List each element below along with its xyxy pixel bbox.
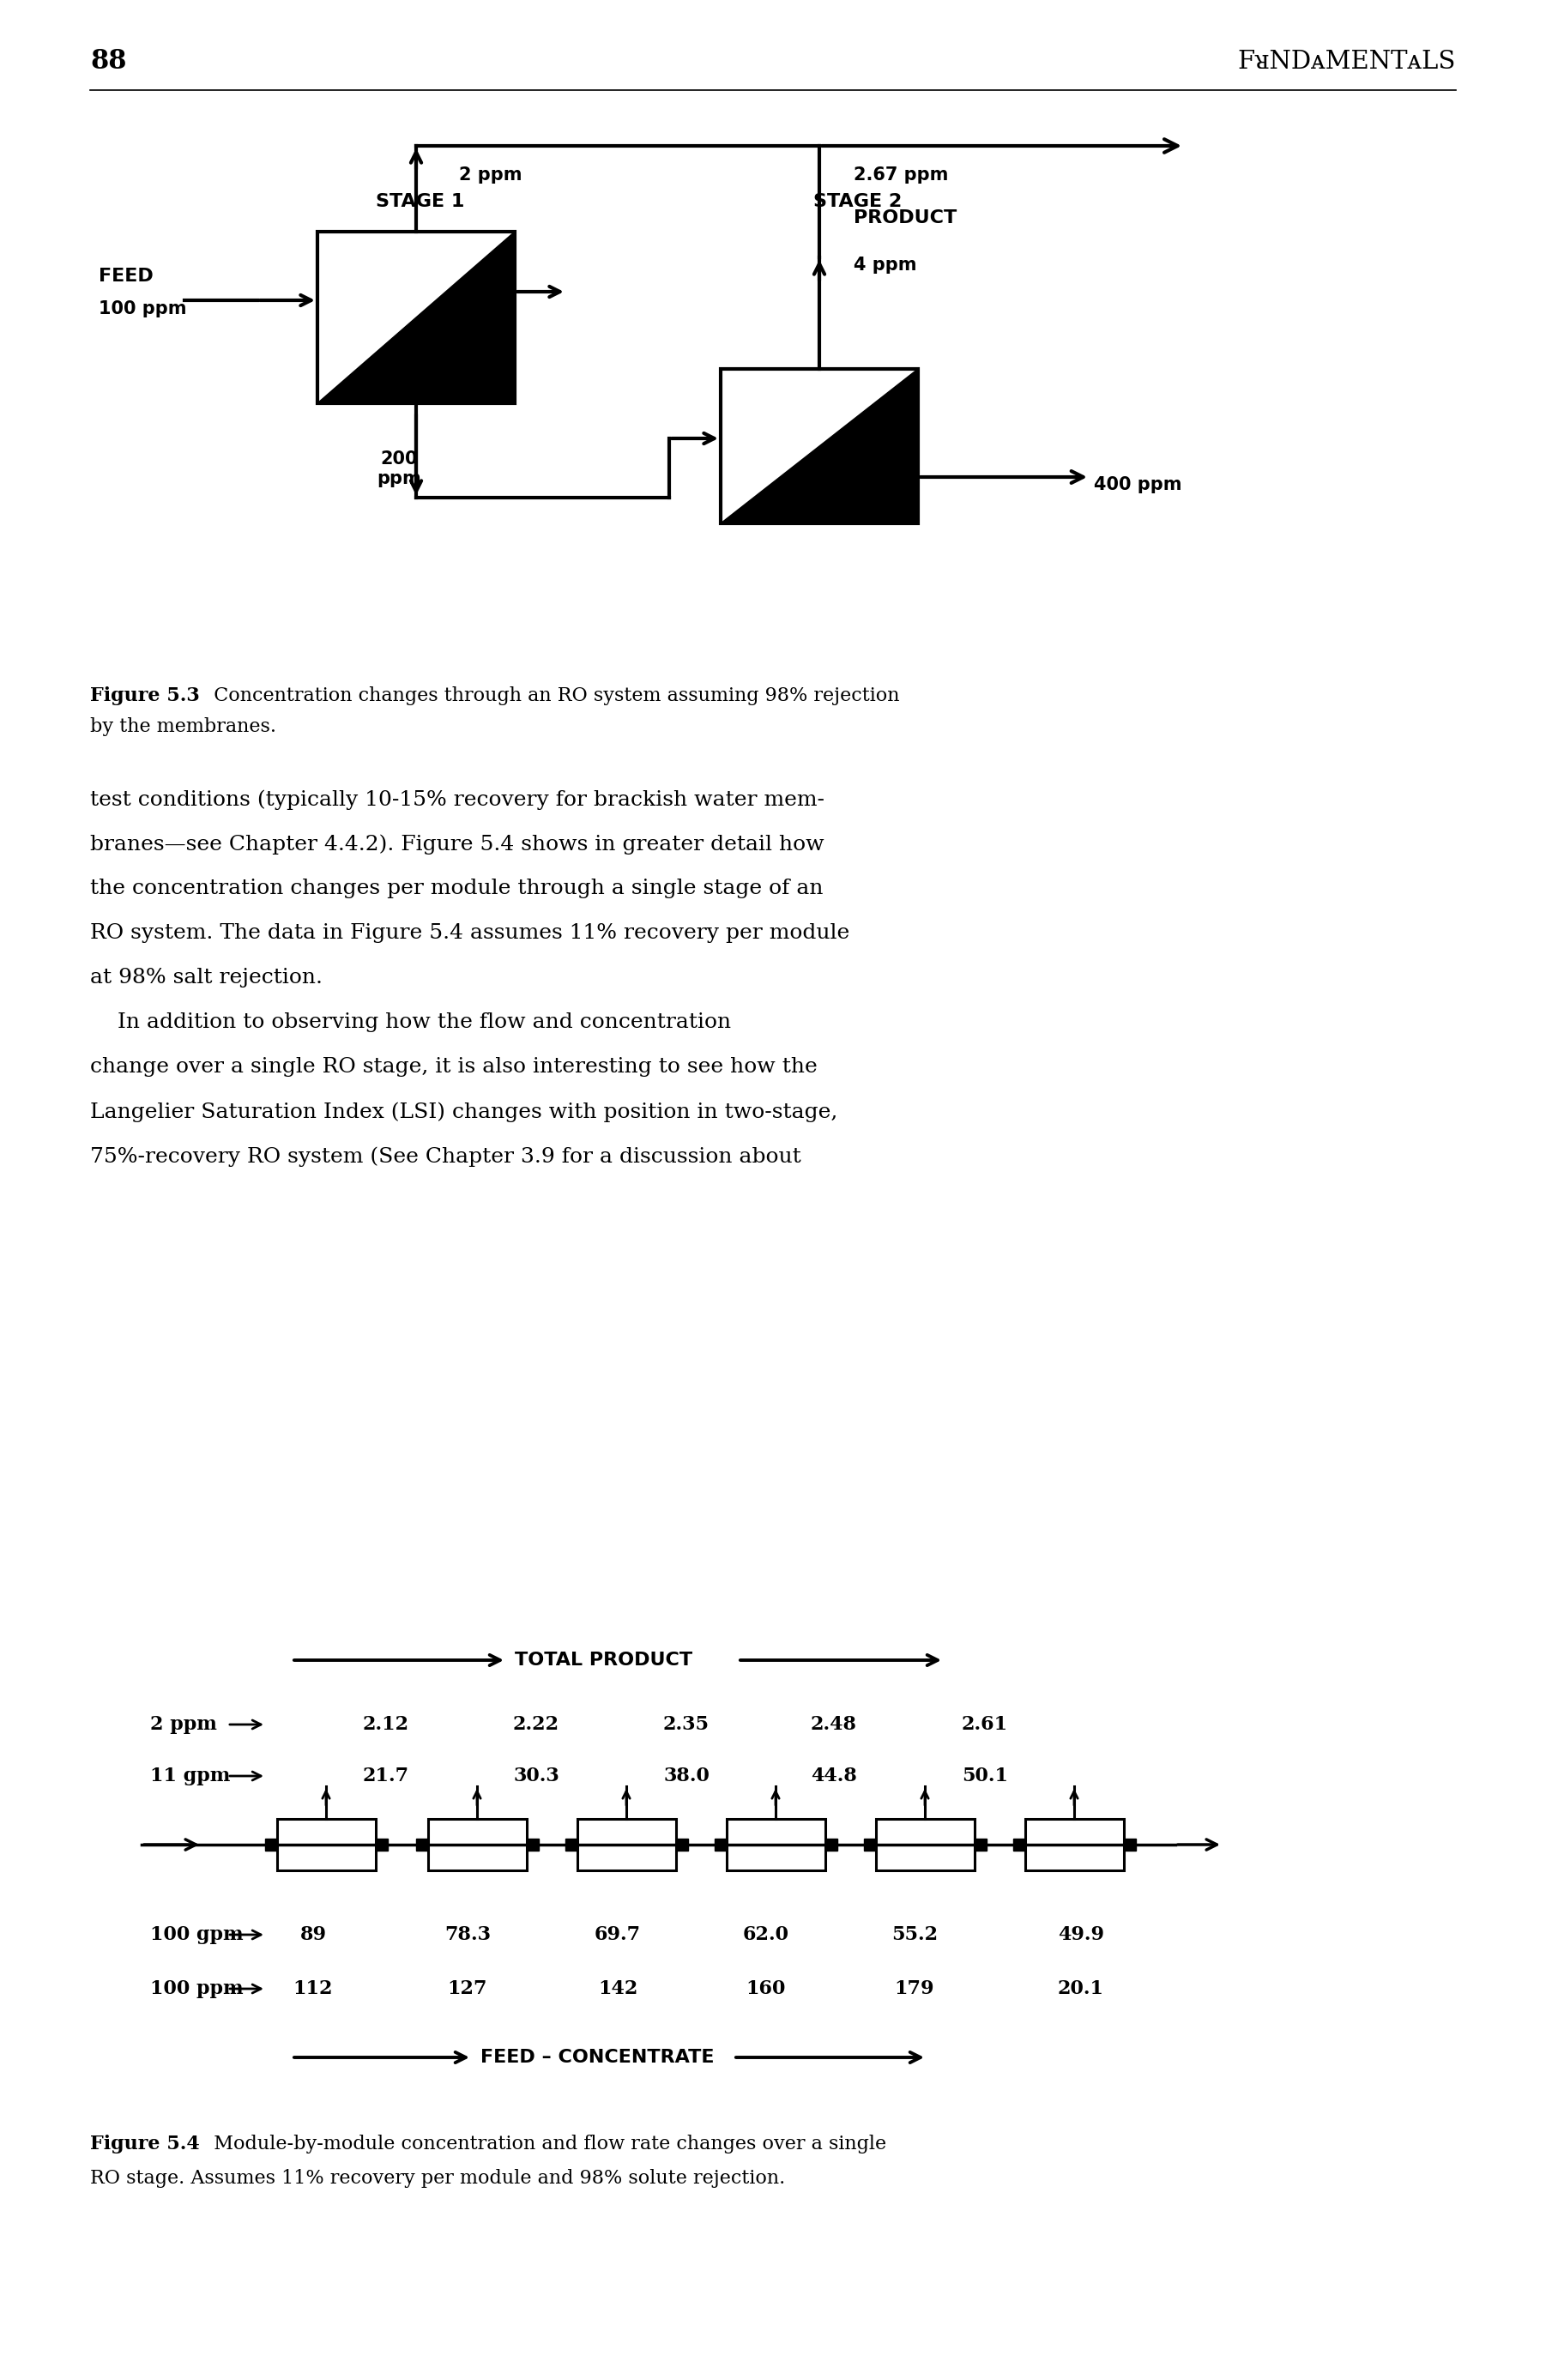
Text: 2.61: 2.61 bbox=[962, 1716, 1008, 1735]
Polygon shape bbox=[720, 369, 918, 524]
Text: 62.0: 62.0 bbox=[744, 1925, 790, 1944]
Text: 142: 142 bbox=[598, 1980, 637, 1999]
Bar bbox=[428, 1818, 526, 1871]
Text: In addition to observing how the flow and concentration: In addition to observing how the flow an… bbox=[90, 1012, 731, 1033]
Text: 200
ppm: 200 ppm bbox=[377, 450, 421, 488]
Bar bbox=[416, 1840, 428, 1852]
Text: PRODUCT: PRODUCT bbox=[853, 209, 957, 226]
Text: 78.3: 78.3 bbox=[444, 1925, 490, 1944]
Text: 2.22: 2.22 bbox=[513, 1716, 560, 1735]
Text: 2.48: 2.48 bbox=[810, 1716, 856, 1735]
Polygon shape bbox=[317, 231, 515, 402]
Bar bbox=[875, 1818, 974, 1871]
Text: Figure 5.4: Figure 5.4 bbox=[90, 2135, 199, 2154]
Bar bbox=[720, 369, 918, 524]
Text: 89: 89 bbox=[300, 1925, 326, 1944]
Text: 2.12: 2.12 bbox=[363, 1716, 410, 1735]
Bar bbox=[826, 1840, 836, 1852]
Bar bbox=[727, 1818, 826, 1871]
Text: STAGE 2: STAGE 2 bbox=[813, 193, 903, 209]
Text: 44.8: 44.8 bbox=[810, 1766, 856, 1785]
Text: branes—see Chapter 4.4.2). Figure 5.4 shows in greater detail how: branes—see Chapter 4.4.2). Figure 5.4 sh… bbox=[90, 833, 824, 854]
Text: 21.7: 21.7 bbox=[363, 1766, 410, 1785]
Text: FᴚNDᴀMENTᴀLS: FᴚNDᴀMENTᴀLS bbox=[1238, 50, 1456, 74]
Text: by the membranes.: by the membranes. bbox=[90, 716, 277, 735]
Text: RO system. The data in Figure 5.4 assumes 11% recovery per module: RO system. The data in Figure 5.4 assume… bbox=[90, 923, 850, 942]
Bar bbox=[526, 1840, 538, 1852]
Text: 55.2: 55.2 bbox=[892, 1925, 938, 1944]
Text: 100 ppm: 100 ppm bbox=[99, 300, 187, 317]
Text: STAGE 1: STAGE 1 bbox=[376, 193, 465, 209]
Text: at 98% salt rejection.: at 98% salt rejection. bbox=[90, 969, 323, 988]
Text: 30.3: 30.3 bbox=[513, 1766, 560, 1785]
Text: the concentration changes per module through a single stage of an: the concentration changes per module thr… bbox=[90, 878, 822, 897]
Bar bbox=[676, 1840, 688, 1852]
Bar bbox=[1025, 1818, 1124, 1871]
Bar bbox=[376, 1840, 388, 1852]
Text: 179: 179 bbox=[895, 1980, 934, 1999]
Text: 4 ppm: 4 ppm bbox=[853, 257, 917, 274]
Text: 2.67 ppm: 2.67 ppm bbox=[853, 167, 948, 183]
Text: 400 ppm: 400 ppm bbox=[1095, 476, 1181, 493]
Text: Concentration changes through an RO system assuming 98% rejection: Concentration changes through an RO syst… bbox=[201, 685, 900, 704]
Text: 100 gpm: 100 gpm bbox=[150, 1925, 243, 1944]
Text: 11 gpm: 11 gpm bbox=[150, 1766, 230, 1785]
Text: 20.1: 20.1 bbox=[1057, 1980, 1104, 1999]
Text: 50.1: 50.1 bbox=[962, 1766, 1008, 1785]
Text: 69.7: 69.7 bbox=[595, 1925, 642, 1944]
Text: Figure 5.3: Figure 5.3 bbox=[90, 685, 199, 704]
Bar bbox=[864, 1840, 875, 1852]
Text: RO stage. Assumes 11% recovery per module and 98% solute rejection.: RO stage. Assumes 11% recovery per modul… bbox=[90, 2168, 785, 2187]
Bar bbox=[577, 1818, 676, 1871]
Bar bbox=[714, 1840, 727, 1852]
Bar bbox=[974, 1840, 986, 1852]
Text: 100 ppm: 100 ppm bbox=[150, 1980, 243, 1999]
Bar bbox=[1124, 1840, 1135, 1852]
Text: TOTAL PRODUCT: TOTAL PRODUCT bbox=[515, 1652, 693, 1668]
Text: 160: 160 bbox=[747, 1980, 785, 1999]
Text: 88: 88 bbox=[90, 48, 127, 76]
Text: change over a single RO stage, it is also interesting to see how the: change over a single RO stage, it is als… bbox=[90, 1057, 818, 1076]
Text: 2.35: 2.35 bbox=[663, 1716, 710, 1735]
Text: 38.0: 38.0 bbox=[663, 1766, 710, 1785]
Text: Langelier Saturation Index (LSI) changes with position in two-stage,: Langelier Saturation Index (LSI) changes… bbox=[90, 1102, 838, 1121]
Bar bbox=[564, 1840, 577, 1852]
Text: FEED: FEED bbox=[99, 267, 153, 286]
Text: test conditions (typically 10-15% recovery for brackish water mem-: test conditions (typically 10-15% recove… bbox=[90, 790, 824, 809]
Text: Module-by-module concentration and flow rate changes over a single: Module-by-module concentration and flow … bbox=[201, 2135, 886, 2154]
Text: 49.9: 49.9 bbox=[1057, 1925, 1104, 1944]
Bar bbox=[264, 1840, 277, 1852]
Bar bbox=[1013, 1840, 1025, 1852]
Text: 127: 127 bbox=[448, 1980, 487, 1999]
Text: 75%-recovery RO system (See Chapter 3.9 for a discussion about: 75%-recovery RO system (See Chapter 3.9 … bbox=[90, 1147, 801, 1166]
Text: 2 ppm: 2 ppm bbox=[150, 1716, 216, 1735]
Text: 112: 112 bbox=[294, 1980, 332, 1999]
Text: FEED – CONCENTRATE: FEED – CONCENTRATE bbox=[481, 2049, 714, 2066]
Text: 2 ppm: 2 ppm bbox=[459, 167, 523, 183]
Bar bbox=[317, 231, 515, 402]
Bar bbox=[277, 1818, 376, 1871]
